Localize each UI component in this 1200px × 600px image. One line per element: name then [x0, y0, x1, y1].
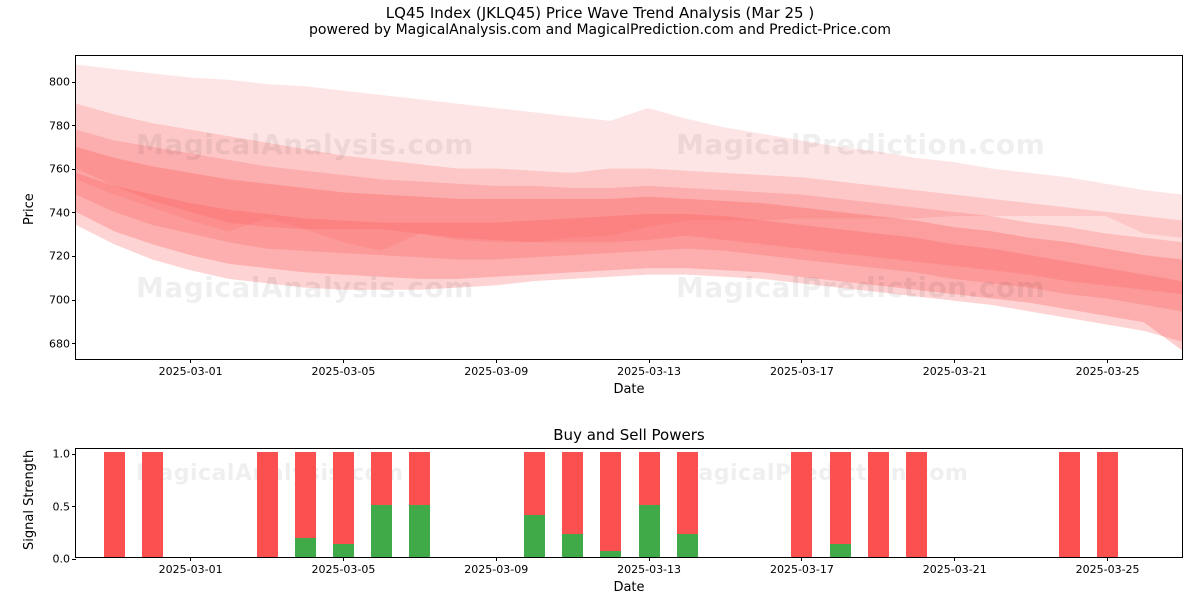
xtick-label: 2025-03-09: [464, 359, 528, 378]
xtick-label: 2025-03-13: [617, 359, 681, 378]
buy-bar: [639, 505, 660, 557]
ytick-label: 800: [49, 76, 76, 89]
ytick-label: 740: [49, 206, 76, 219]
ytick-label: 700: [49, 294, 76, 307]
ytick-label: 720: [49, 250, 76, 263]
sell-bar: [1059, 452, 1080, 557]
xtick-label: 2025-03-01: [159, 557, 223, 576]
xtick-label: 2025-03-13: [617, 557, 681, 576]
power-xlabel: Date: [75, 580, 1183, 595]
sell-bar: [333, 452, 354, 557]
xtick-label: 2025-03-01: [159, 359, 223, 378]
ytick-label: 680: [49, 337, 76, 350]
sell-bar: [1097, 452, 1118, 557]
buy-bar: [295, 538, 316, 557]
sell-bar: [104, 452, 125, 557]
sell-bar: [791, 452, 812, 557]
chart-title: LQ45 Index (JKLQ45) Price Wave Trend Ana…: [0, 4, 1200, 22]
buy-bar: [524, 515, 545, 557]
ytick-label: 1.0: [53, 448, 77, 461]
xtick-label: 2025-03-21: [923, 359, 987, 378]
xtick-label: 2025-03-17: [770, 557, 834, 576]
sell-bar: [906, 452, 927, 557]
sell-bar: [142, 452, 163, 557]
ytick-label: 0.5: [53, 500, 77, 513]
xtick-label: 2025-03-05: [311, 359, 375, 378]
sell-bar: [830, 452, 851, 557]
xtick-label: 2025-03-21: [923, 557, 987, 576]
buy-bar: [371, 505, 392, 557]
xtick-label: 2025-03-05: [311, 557, 375, 576]
buy-bar: [830, 544, 851, 557]
power-ylabel: Signal Strength: [22, 450, 37, 550]
xtick-label: 2025-03-09: [464, 557, 528, 576]
price-ylabel: Price: [22, 193, 37, 225]
sell-bar: [600, 452, 621, 557]
sell-bar: [257, 452, 278, 557]
ytick-label: 760: [49, 163, 76, 176]
ytick-label: 0.0: [53, 553, 77, 566]
price-wave-svg: [76, 56, 1182, 359]
power-chart-panel: MagicalAnalysis.com MagicalPrediction.co…: [75, 448, 1183, 558]
price-chart-panel: MagicalAnalysis.com MagicalPrediction.co…: [75, 55, 1183, 360]
buy-bar: [677, 534, 698, 557]
power-chart-title: Buy and Sell Powers: [75, 426, 1183, 444]
price-xlabel: Date: [75, 382, 1183, 397]
sell-bar: [868, 452, 889, 557]
ytick-label: 780: [49, 119, 76, 132]
xtick-label: 2025-03-25: [1076, 557, 1140, 576]
chart-subtitle: powered by MagicalAnalysis.com and Magic…: [0, 22, 1200, 38]
buy-bar: [562, 534, 583, 557]
xtick-label: 2025-03-25: [1076, 359, 1140, 378]
buy-bar: [409, 505, 430, 557]
figure: LQ45 Index (JKLQ45) Price Wave Trend Ana…: [0, 0, 1200, 600]
buy-bar: [333, 544, 354, 557]
xtick-label: 2025-03-17: [770, 359, 834, 378]
title-block: LQ45 Index (JKLQ45) Price Wave Trend Ana…: [0, 4, 1200, 38]
